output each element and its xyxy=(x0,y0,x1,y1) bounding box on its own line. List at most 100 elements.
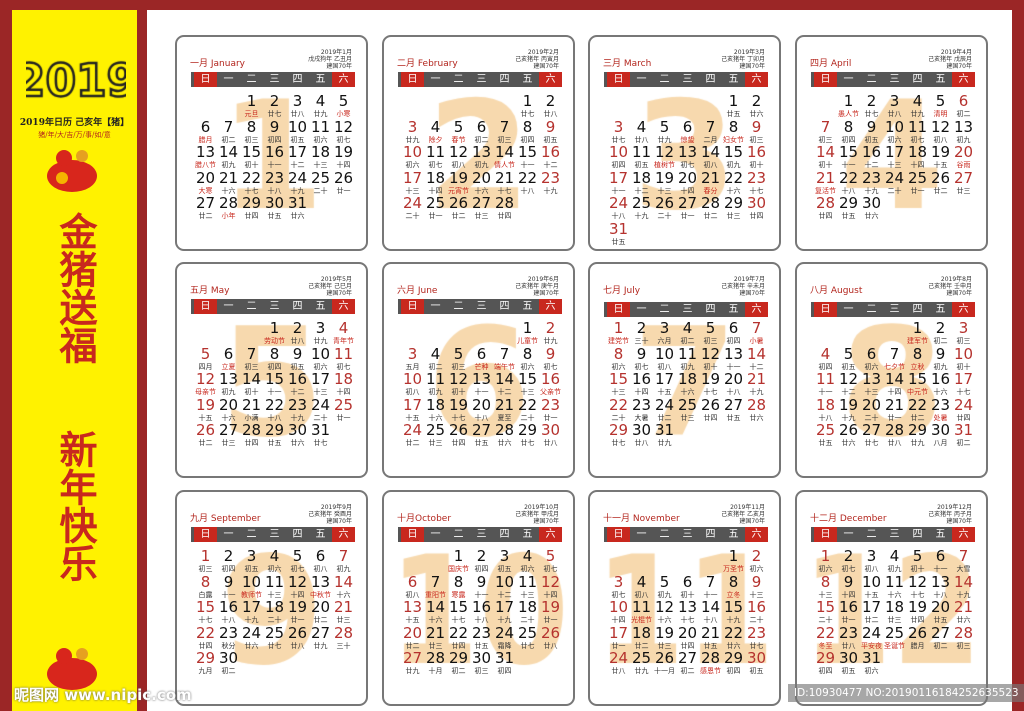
day-number[interactable]: 20 xyxy=(402,623,423,642)
day-number[interactable]: 30 xyxy=(540,421,561,439)
day-number[interactable]: 1 xyxy=(728,92,739,110)
day-number[interactable]: 18 xyxy=(264,598,285,616)
day-number[interactable]: 10 xyxy=(608,143,629,161)
day-number[interactable]: 15 xyxy=(838,143,859,161)
day-number[interactable]: 9 xyxy=(223,572,234,591)
day-number[interactable]: 9 xyxy=(545,344,556,363)
day-number[interactable]: 9 xyxy=(843,572,854,591)
day-number[interactable]: 5 xyxy=(659,117,670,136)
day-number[interactable]: 1 xyxy=(200,547,211,565)
day-number[interactable]: 22 xyxy=(195,623,216,642)
day-number[interactable]: 26 xyxy=(930,168,951,187)
day-number[interactable]: 26 xyxy=(333,168,354,187)
day-number[interactable]: 16 xyxy=(218,598,239,616)
day-number[interactable]: 29 xyxy=(241,194,262,212)
day-number[interactable]: 18 xyxy=(907,143,928,161)
day-number[interactable]: 2 xyxy=(843,547,854,565)
day-number[interactable]: 15 xyxy=(264,370,285,388)
day-number[interactable]: 5 xyxy=(453,344,464,363)
day-number[interactable]: 5 xyxy=(659,572,670,591)
day-number[interactable]: 8 xyxy=(246,117,257,136)
day-number[interactable]: 27 xyxy=(930,623,951,642)
day-number[interactable]: 10 xyxy=(402,143,423,161)
day-number[interactable]: 13 xyxy=(195,143,216,161)
day-number[interactable]: 27 xyxy=(677,649,698,667)
day-number[interactable]: 17 xyxy=(287,143,308,161)
day-number[interactable]: 6 xyxy=(682,572,693,591)
day-number[interactable]: 7 xyxy=(430,572,441,591)
day-number[interactable]: 21 xyxy=(746,370,767,388)
day-number[interactable]: 22 xyxy=(723,623,744,642)
day-number[interactable]: 16 xyxy=(540,370,561,388)
day-number[interactable]: 24 xyxy=(861,623,882,642)
day-number[interactable]: 24 xyxy=(953,395,974,414)
day-number[interactable]: 25 xyxy=(631,194,652,212)
day-number[interactable]: 14 xyxy=(953,572,974,591)
day-number[interactable]: 25 xyxy=(333,395,354,414)
day-number[interactable]: 30 xyxy=(746,194,767,212)
day-number[interactable]: 25 xyxy=(815,421,836,439)
day-number[interactable]: 15 xyxy=(448,598,469,616)
day-number[interactable]: 12 xyxy=(838,370,859,388)
day-number[interactable]: 10 xyxy=(494,572,515,591)
day-number[interactable]: 16 xyxy=(930,370,951,388)
day-number[interactable]: 10 xyxy=(861,572,882,591)
day-number[interactable]: 24 xyxy=(654,395,675,414)
day-number[interactable]: 7 xyxy=(889,344,900,363)
day-number[interactable]: 27 xyxy=(218,421,239,439)
day-number[interactable]: 19 xyxy=(540,598,561,616)
day-number[interactable]: 20 xyxy=(930,598,951,616)
day-number[interactable]: 19 xyxy=(654,168,675,187)
day-number[interactable]: 7 xyxy=(958,547,969,565)
day-number[interactable]: 16 xyxy=(631,370,652,388)
day-number[interactable]: 13 xyxy=(930,572,951,591)
day-number[interactable]: 26 xyxy=(838,421,859,439)
day-number[interactable]: 25 xyxy=(425,194,446,212)
day-number[interactable]: 1 xyxy=(269,319,280,337)
day-number[interactable]: 26 xyxy=(540,623,561,642)
day-number[interactable]: 3 xyxy=(246,547,257,565)
day-number[interactable]: 30 xyxy=(861,194,882,212)
day-number[interactable]: 28 xyxy=(700,194,721,212)
day-number[interactable]: 28 xyxy=(815,194,836,212)
day-number[interactable]: 25 xyxy=(907,168,928,187)
day-number[interactable]: 23 xyxy=(471,623,492,642)
day-number[interactable]: 21 xyxy=(700,168,721,187)
day-number[interactable]: 6 xyxy=(476,117,487,136)
day-number[interactable]: 14 xyxy=(746,344,767,363)
day-number[interactable]: 11 xyxy=(310,117,331,136)
day-number[interactable]: 4 xyxy=(430,117,441,136)
day-number[interactable]: 14 xyxy=(700,598,721,616)
day-number[interactable]: 20 xyxy=(953,143,974,161)
day-number[interactable]: 5 xyxy=(453,117,464,136)
day-number[interactable]: 6 xyxy=(866,344,877,363)
day-number[interactable]: 15 xyxy=(815,598,836,616)
day-number[interactable]: 19 xyxy=(287,598,308,616)
day-number[interactable]: 12 xyxy=(907,572,928,591)
day-number[interactable]: 23 xyxy=(218,623,239,642)
day-number[interactable]: 26 xyxy=(654,194,675,212)
day-number[interactable]: 11 xyxy=(425,370,446,388)
day-number[interactable]: 23 xyxy=(930,395,951,414)
day-number[interactable]: 26 xyxy=(448,194,469,212)
day-number[interactable]: 21 xyxy=(815,168,836,187)
day-number[interactable]: 17 xyxy=(861,598,882,616)
day-number[interactable]: 10 xyxy=(654,344,675,363)
day-number[interactable]: 13 xyxy=(677,143,698,161)
day-number[interactable]: 18 xyxy=(884,598,905,616)
day-number[interactable]: 6 xyxy=(728,319,739,337)
day-number[interactable]: 6 xyxy=(315,547,326,565)
day-number[interactable]: 21 xyxy=(241,395,262,414)
day-number[interactable]: 23 xyxy=(287,395,308,414)
day-number[interactable]: 22 xyxy=(517,168,538,187)
day-number[interactable]: 16 xyxy=(838,598,859,616)
day-number[interactable]: 1 xyxy=(728,547,739,565)
day-number[interactable]: 23 xyxy=(540,395,561,414)
day-number[interactable]: 18 xyxy=(425,395,446,414)
day-number[interactable]: 2 xyxy=(545,92,556,110)
day-number[interactable]: 4 xyxy=(315,92,326,110)
day-number[interactable]: 11 xyxy=(631,598,652,616)
day-number[interactable]: 17 xyxy=(884,143,905,161)
day-number[interactable]: 5 xyxy=(935,92,946,110)
day-number[interactable]: 17 xyxy=(494,598,515,616)
